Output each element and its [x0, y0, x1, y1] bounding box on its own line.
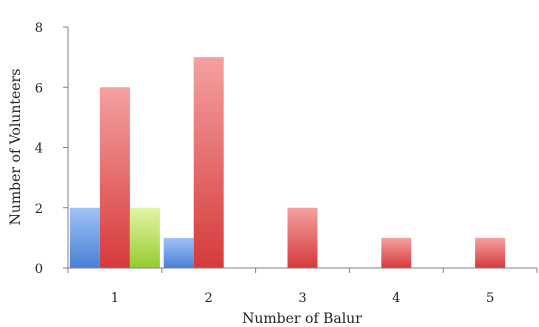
- x-tick-label: 3: [298, 291, 306, 306]
- bar-series1-cat-2: [163, 237, 194, 268]
- bar-series1-cat-1: [69, 207, 100, 268]
- y-axis-title: Number of Volunteers: [8, 69, 24, 226]
- x-tick-label: 1: [111, 291, 119, 306]
- y-tick-label: 6: [35, 81, 43, 96]
- bar-series2-cat-2: [193, 57, 224, 268]
- y-axis-ticks: 0 2 4 6 8: [35, 21, 68, 277]
- x-tick-label: 2: [205, 291, 213, 306]
- bar-series2-cat-1: [99, 87, 130, 268]
- bar-series3-cat-1: [129, 207, 160, 268]
- x-axis-ticks: 1 2 3 4 5: [67, 268, 538, 306]
- y-tick-label: 0: [35, 262, 43, 277]
- y-tick-label: 2: [35, 202, 43, 217]
- x-axis-title: Number of Balur: [242, 311, 362, 327]
- y-tick-label: 4: [35, 142, 43, 157]
- y-tick-label: 8: [35, 21, 43, 36]
- x-tick-label: 5: [486, 291, 494, 306]
- bars-group: [69, 57, 506, 268]
- bar-series2-cat-4: [381, 237, 412, 268]
- bar-series2-cat-3: [287, 207, 318, 268]
- bar-series2-cat-5: [475, 237, 506, 268]
- x-tick-label: 4: [392, 291, 400, 306]
